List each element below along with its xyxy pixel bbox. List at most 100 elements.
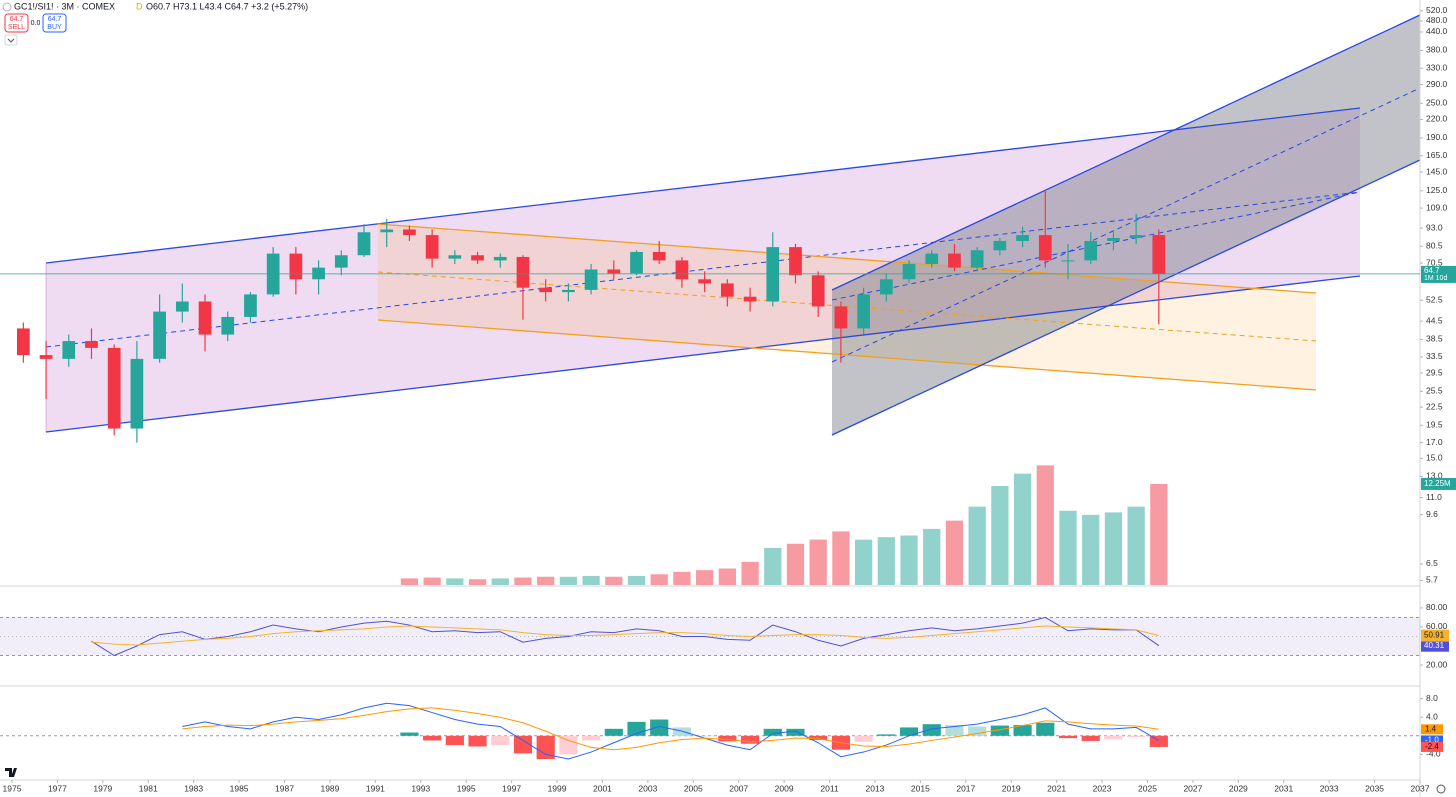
candle-body	[607, 269, 621, 274]
x-tick-label: 2037	[1411, 783, 1430, 793]
y-tick-label: 11.0	[1426, 492, 1442, 502]
y-tick-label: 19.5	[1426, 420, 1443, 430]
rsi-band	[0, 617, 1420, 656]
y-tick-label: 190.0	[1426, 132, 1448, 142]
candle-body	[1152, 235, 1166, 274]
y-tick-label: 93.0	[1426, 222, 1443, 232]
candle-body	[948, 253, 961, 268]
logo	[5, 768, 17, 777]
volume-bar	[650, 574, 668, 585]
signal-line	[182, 707, 1159, 751]
histogram-bar	[650, 719, 669, 736]
volume-bar	[991, 486, 1009, 585]
price-axis	[1420, 0, 1456, 797]
spread: 0.0	[31, 20, 41, 27]
x-tick-label: 2021	[1047, 783, 1066, 793]
volume-bar	[514, 577, 532, 585]
candle-body	[62, 341, 76, 359]
y-tick-label: 8.0	[1426, 693, 1438, 703]
volume-bar	[400, 578, 419, 585]
volume-bar	[1013, 473, 1032, 585]
sell-price[interactable]: 64.7	[10, 16, 24, 23]
channel-line	[45, 107, 1361, 264]
channel-midline	[831, 87, 1421, 363]
x-tick-label: 1989	[320, 783, 339, 793]
candle-body	[630, 251, 643, 274]
histogram-bar	[786, 728, 805, 736]
volume-bar	[582, 575, 600, 585]
candle-body	[993, 240, 1007, 251]
y-tick-label: 15.0	[1426, 453, 1443, 463]
candle-body	[221, 316, 235, 335]
histogram-bar	[809, 735, 828, 740]
candle-body	[1016, 235, 1029, 241]
x-tick-label: 2023	[1093, 783, 1112, 793]
volume-bar	[1059, 510, 1077, 585]
histogram-bar	[423, 735, 442, 741]
candle-body	[539, 287, 553, 293]
x-tick-label: 1981	[139, 783, 158, 793]
histogram-bar	[559, 735, 578, 755]
candle-body	[175, 301, 189, 312]
candle-body	[425, 235, 439, 259]
histogram-bar	[604, 728, 623, 736]
x-tick-label: 1975	[3, 783, 22, 793]
y-tick-label: 440.0	[1426, 26, 1448, 36]
y-tick-label: 109.0	[1426, 202, 1448, 212]
x-tick-label: 1987	[275, 783, 294, 793]
volume-bar	[537, 576, 555, 585]
x-tick-label: 2003	[638, 783, 657, 793]
volume-bar	[1150, 483, 1168, 585]
volume-bar	[1036, 465, 1054, 585]
x-tick-label: 2009	[775, 783, 794, 793]
candle-body	[403, 229, 416, 236]
y-tick-label: 44.5	[1426, 315, 1443, 325]
histogram-bar	[968, 726, 987, 736]
volume-bar	[446, 578, 464, 585]
collapse-button[interactable]	[4, 34, 18, 46]
ohlc: O60.7 H73.1 L43.4 C64.7 +3.2 (+5.27%)	[146, 1, 308, 11]
y-tick-label: 5.7	[1426, 575, 1438, 585]
sell-label[interactable]: SELL	[8, 24, 25, 31]
candle-body	[1107, 237, 1120, 241]
x-tick-label: 1995	[457, 783, 476, 793]
x-tick-label: 1991	[366, 783, 385, 793]
symbol-icon	[2, 2, 12, 12]
histogram-bar	[945, 725, 964, 736]
volume-bar	[1127, 506, 1145, 585]
histogram-bar	[922, 724, 941, 736]
histogram-bar	[513, 735, 533, 754]
y-tick-label: 330.0	[1426, 63, 1448, 73]
volume-bar	[1082, 514, 1100, 585]
channel-line	[831, 159, 1421, 436]
volume-bar	[423, 577, 441, 585]
candle-body	[879, 279, 893, 295]
buy-label[interactable]: BUY	[47, 24, 62, 31]
x-tick-label: 2019	[1002, 783, 1021, 793]
candle-body	[562, 289, 575, 293]
candle-body	[334, 255, 348, 268]
marker: D	[136, 1, 143, 11]
volume-bar	[627, 575, 646, 585]
volume-label: 12.25M	[1424, 479, 1451, 488]
histogram-bar	[854, 735, 873, 742]
volume-bar	[764, 547, 782, 585]
histogram-bar	[695, 735, 714, 737]
settings-icon[interactable]	[1436, 784, 1446, 794]
candle-body	[1129, 235, 1143, 238]
volume-bar	[718, 568, 736, 585]
sell-button[interactable]	[4, 13, 29, 33]
buy-price[interactable]: 64.7	[48, 16, 62, 23]
rsi-value: 50.91	[1424, 631, 1445, 640]
volume-bar	[1104, 512, 1123, 585]
y-tick-label: -4.0	[1426, 749, 1441, 759]
y-tick-label: 17.0	[1426, 437, 1443, 447]
buy-button[interactable]	[42, 13, 67, 33]
candle-body	[743, 296, 757, 302]
x-tick-label: 1985	[230, 783, 249, 793]
rsi-value-box	[1421, 639, 1449, 652]
histogram-bar	[1081, 735, 1100, 741]
x-tick-label: 1993	[411, 783, 430, 793]
candle-body	[244, 294, 257, 317]
y-tick-label: 145.0	[1426, 166, 1448, 176]
